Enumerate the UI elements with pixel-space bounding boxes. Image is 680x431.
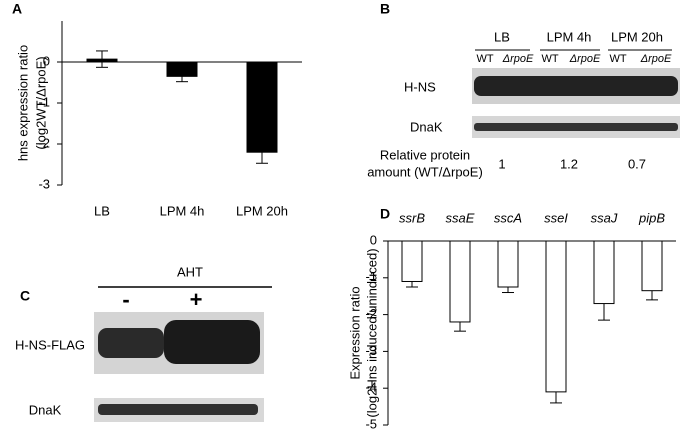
panel-label: B bbox=[380, 1, 390, 17]
x-tick-label: LB bbox=[94, 203, 110, 218]
bar bbox=[497, 240, 519, 288]
bar bbox=[401, 240, 423, 282]
panel-label: C bbox=[20, 288, 30, 304]
y-tick-label: -1 bbox=[365, 269, 377, 284]
strain: WT bbox=[541, 53, 558, 65]
condition: - bbox=[122, 287, 129, 312]
row-label: H-NS-FLAG bbox=[15, 337, 85, 352]
strain: WT bbox=[476, 53, 493, 65]
y-axis-label: (log2Hns induced/uninduced) bbox=[364, 248, 379, 417]
panel-label: D bbox=[380, 206, 390, 222]
y-tick-label: -3 bbox=[38, 176, 50, 191]
y-axis-label: hns expression ratio bbox=[15, 45, 30, 161]
band bbox=[98, 404, 258, 415]
x-tick-label: LPM 20h bbox=[236, 203, 288, 218]
row-label: DnaK bbox=[29, 402, 62, 417]
y-tick-label: 0 bbox=[43, 53, 50, 68]
y-axis-label: (log2WT/ΔrpoE) bbox=[33, 56, 48, 149]
band bbox=[474, 76, 678, 96]
bar bbox=[86, 58, 118, 63]
quant-value: 0.7 bbox=[628, 156, 646, 171]
band bbox=[98, 328, 164, 358]
x-tick-label: sscA bbox=[494, 210, 522, 225]
y-tick-label: -3 bbox=[365, 343, 377, 358]
bar bbox=[246, 61, 278, 153]
condition: + bbox=[190, 287, 203, 312]
x-tick-label: ssrB bbox=[399, 210, 425, 225]
y-tick-label: -2 bbox=[38, 135, 50, 150]
x-tick-label: sseI bbox=[544, 210, 568, 225]
condition: LB bbox=[494, 29, 510, 44]
strain: ΔrpoE bbox=[502, 53, 534, 65]
band bbox=[164, 320, 260, 364]
condition: LPM 4h bbox=[547, 29, 592, 44]
y-tick-label: -4 bbox=[365, 380, 377, 395]
y-tick-label: -1 bbox=[38, 94, 50, 109]
x-tick-label: pipB bbox=[638, 210, 665, 225]
row-label: DnaK bbox=[410, 119, 443, 134]
quant-label: Relative protein bbox=[380, 147, 470, 162]
condition: LPM 20h bbox=[611, 29, 663, 44]
strain: WT bbox=[609, 53, 626, 65]
quant-value: 1.2 bbox=[560, 156, 578, 171]
bar bbox=[545, 240, 567, 393]
bar bbox=[641, 240, 663, 292]
strain: ΔrpoE bbox=[640, 53, 672, 65]
quant-label: amount (WT/ΔrpoE) bbox=[367, 164, 483, 179]
panel-b: B LB LPM 4h LPM 20h WT ΔrpoE WT ΔrpoE WT… bbox=[367, 1, 680, 179]
y-tick-label: 0 bbox=[370, 232, 377, 247]
row-label: H-NS bbox=[404, 79, 436, 94]
band bbox=[474, 123, 678, 131]
y-axis-label: Expression ratio bbox=[347, 286, 362, 379]
treatment: AHT bbox=[177, 264, 203, 279]
bar bbox=[166, 61, 198, 77]
bar bbox=[449, 240, 471, 323]
x-tick-label: LPM 4h bbox=[160, 203, 205, 218]
bar bbox=[593, 240, 615, 305]
x-tick-label: ssaE bbox=[446, 210, 475, 225]
y-tick-label: -5 bbox=[365, 416, 377, 431]
x-tick-label: ssaJ bbox=[591, 210, 618, 225]
y-tick-label: -2 bbox=[365, 306, 377, 321]
quant-value: 1 bbox=[498, 156, 505, 171]
panel-c: C AHT - + H-NS-FLAG DnaK bbox=[15, 264, 272, 422]
strain: ΔrpoE bbox=[569, 53, 601, 65]
panel-label: A bbox=[12, 1, 22, 17]
